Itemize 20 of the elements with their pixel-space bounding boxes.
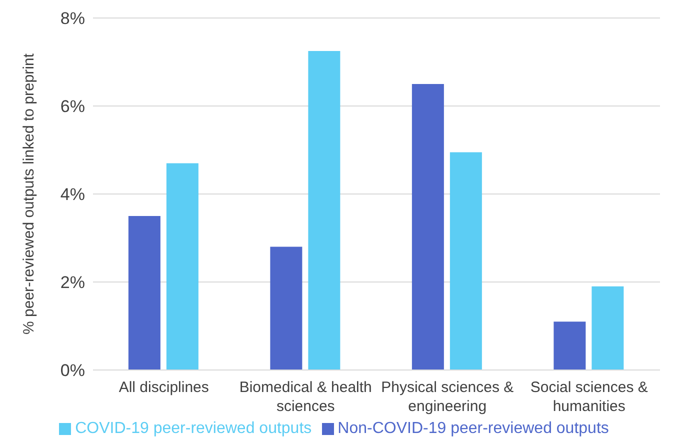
legend-label: COVID-19 peer-reviewed outputs	[75, 420, 312, 437]
bar	[166, 163, 198, 370]
x-tick-label: Biomedical & health sciences	[239, 379, 372, 415]
bar	[270, 246, 302, 370]
bar	[128, 216, 160, 370]
y-tick-label: 8%	[60, 9, 85, 28]
y-tick-label: 0%	[60, 361, 85, 380]
x-tick-label: Physical sciences & engineering	[381, 379, 514, 415]
x-tick-label: All disciplines	[118, 379, 209, 396]
bar	[308, 51, 340, 370]
bar	[592, 286, 624, 370]
bar	[412, 84, 444, 370]
y-axis-title: % peer-reviewed outputs linked to preprint	[20, 52, 38, 334]
x-tick-label: Social sciences & humanities	[530, 379, 648, 415]
legend-label: Non-COVID-19 peer-reviewed outputs	[338, 420, 609, 437]
y-tick-label: 4%	[60, 185, 85, 204]
bar	[554, 322, 586, 370]
y-tick-label: 6%	[60, 97, 85, 116]
y-tick-label: 2%	[60, 273, 85, 292]
bar	[450, 152, 482, 370]
